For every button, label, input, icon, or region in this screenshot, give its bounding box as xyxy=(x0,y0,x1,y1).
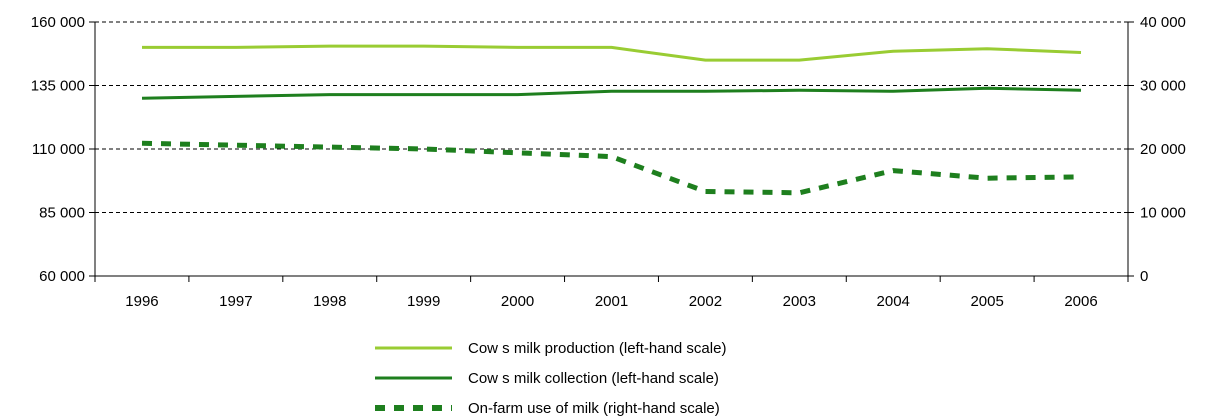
x-axis-tick-label: 2002 xyxy=(689,293,722,310)
right-axis-tick-label: 0 xyxy=(1140,268,1148,285)
left-axis-tick-label: 85 000 xyxy=(39,205,85,222)
x-axis-tick-label: 1996 xyxy=(125,293,158,310)
right-axis-tick-labels: 0 10 000 20 000 30 000 40 000 xyxy=(1140,14,1186,285)
legend-label: Cow s milk production (left-hand scale) xyxy=(468,340,726,357)
x-axis-tick-label: 2005 xyxy=(970,293,1003,310)
gridlines xyxy=(95,21,1128,213)
x-axis-tick-label: 1999 xyxy=(407,293,440,310)
axes xyxy=(89,21,1134,282)
legend-label: On-farm use of milk (right-hand scale) xyxy=(468,400,720,417)
left-axis-tick-labels: 60 000 85 000 110 000 135 000 160 000 xyxy=(31,14,85,285)
x-axis-tick-labels: 1996 1997 1998 1999 2000 2001 2002 2003 2004 2005… xyxy=(125,293,1097,310)
x-axis-tick-label: 2003 xyxy=(783,293,816,310)
x-axis-tick-label: 2001 xyxy=(595,293,628,310)
x-axis-tick-label: 1998 xyxy=(313,293,346,310)
x-axis-tick-label: 2000 xyxy=(501,293,534,310)
legend-label: Cow s milk collection (left-hand scale) xyxy=(468,370,719,387)
left-axis-tick-label: 135 000 xyxy=(31,78,85,95)
x-axis-tick-label: 2006 xyxy=(1064,293,1097,310)
series-line-1 xyxy=(142,44,1082,62)
right-axis-tick-label: 10 000 xyxy=(1140,205,1186,222)
right-axis-tick-label: 20 000 xyxy=(1140,141,1186,158)
series-lines xyxy=(141,44,1082,196)
left-axis-tick-label: 110 000 xyxy=(32,141,85,158)
x-axis-tick-label: 1997 xyxy=(219,293,252,310)
left-axis-tick-label: 160 000 xyxy=(31,14,85,31)
right-axis-tick-label: 40 000 xyxy=(1140,14,1186,31)
series-line-3 xyxy=(141,140,1082,196)
left-axis-tick-label: 60 000 xyxy=(39,268,85,285)
right-axis-tick-label: 30 000 xyxy=(1140,78,1186,95)
series-line-2 xyxy=(141,86,1082,100)
legend: Cow s milk production (left-hand scale) C… xyxy=(375,340,726,417)
x-axis-tick-label: 2004 xyxy=(877,293,910,310)
